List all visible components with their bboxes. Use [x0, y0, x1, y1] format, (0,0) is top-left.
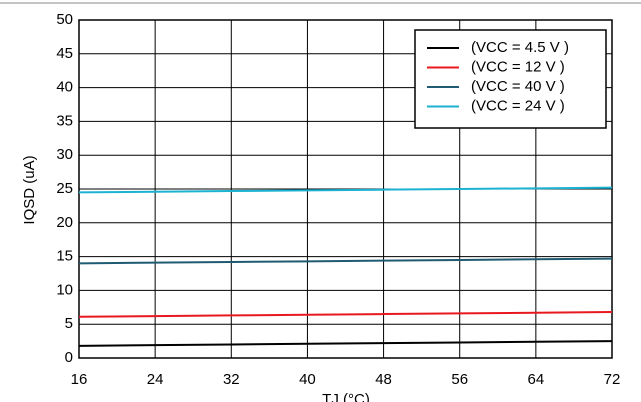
legend-label: (VCC = 24 V )	[471, 97, 565, 114]
series-line	[78, 311, 613, 318]
legend-box	[414, 29, 607, 129]
x-tick-label: 56	[451, 371, 468, 388]
x-tick-label: 64	[528, 371, 545, 388]
y-tick-label: 10	[56, 281, 73, 298]
series-line	[78, 186, 613, 194]
x-axis-label: TJ (°C)	[322, 391, 370, 402]
legend-label: (VCC = 12 V )	[471, 58, 565, 75]
y-tick-label: 45	[56, 45, 73, 62]
y-tick-label: 50	[56, 11, 73, 28]
legend-label: (VCC = 40 V )	[471, 78, 565, 95]
series-line	[78, 340, 613, 347]
x-tick-label: 16	[71, 371, 88, 388]
series-line	[78, 257, 613, 265]
y-tick-label: 15	[56, 248, 73, 265]
x-tick-label: 40	[299, 371, 316, 388]
y-tick-label: 30	[56, 146, 73, 163]
y-tick-label: 40	[56, 79, 73, 96]
x-tick-label: 32	[223, 371, 240, 388]
y-tick-label: 0	[65, 349, 73, 366]
y-tick-label: 35	[56, 112, 73, 129]
y-axis-label: IQSD (uA)	[21, 155, 38, 224]
x-tick-label: 72	[604, 371, 621, 388]
x-tick-label: 24	[147, 371, 164, 388]
y-tick-label: 25	[56, 180, 73, 197]
y-tick-label: 5	[65, 315, 73, 332]
y-tick-label: 20	[56, 214, 73, 231]
x-tick-label: 48	[375, 371, 392, 388]
legend-label: (VCC = 4.5 V )	[471, 39, 569, 56]
plot-frame	[78, 19, 613, 359]
